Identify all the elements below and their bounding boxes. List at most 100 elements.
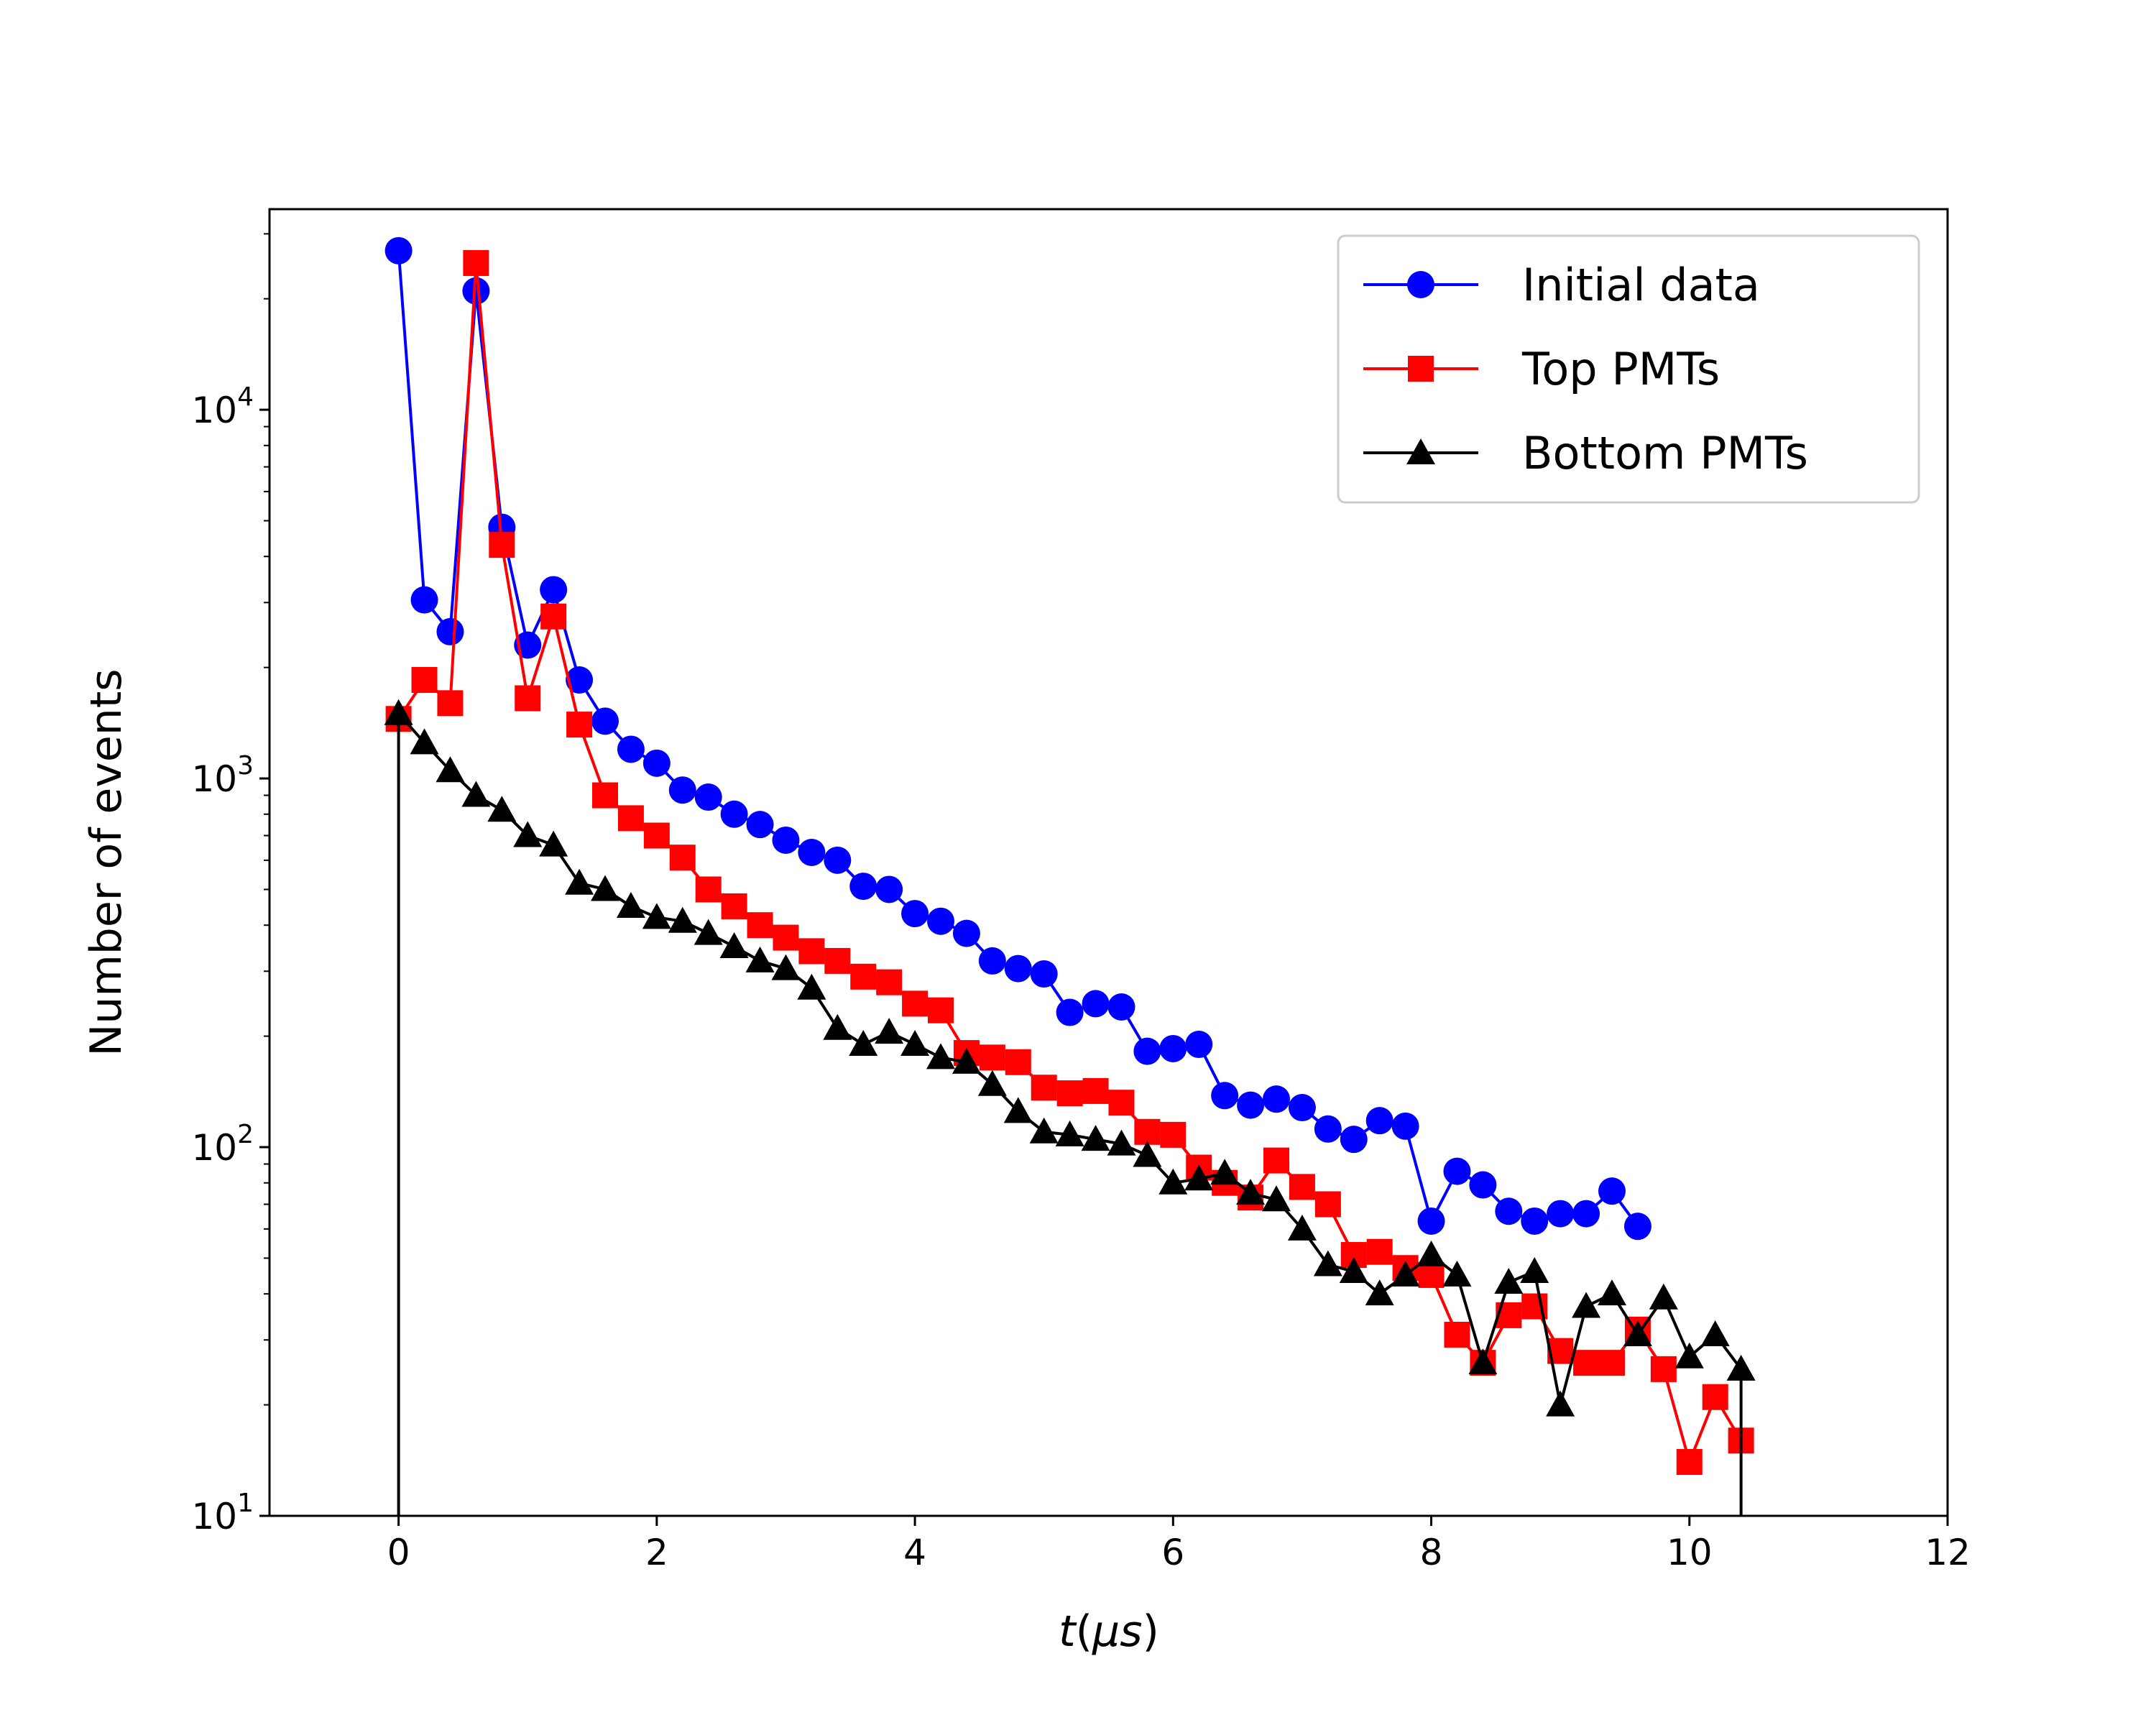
data-point [1417,1207,1445,1235]
data-point [720,800,748,828]
data-point [566,712,593,738]
data-point [771,954,801,980]
legend-label: Initial data [1522,259,1760,311]
y-tick-label: 102 [191,1120,254,1169]
data-point [773,924,799,951]
data-point [1211,1082,1239,1110]
series-1 [384,236,1651,1241]
data-point [489,532,515,558]
data-point [875,875,903,903]
data-point [1082,990,1110,1018]
data-point [746,811,774,839]
data-point [1674,1342,1704,1368]
data-point [1546,1390,1575,1417]
data-point [978,947,1006,975]
data-point [823,1013,852,1040]
data-point [616,891,645,918]
data-point [900,1030,930,1057]
data-point [1314,1115,1342,1143]
data-point [798,838,826,866]
data-point [927,907,954,935]
data-point [1160,1121,1187,1148]
series-layer [384,236,1756,1516]
data-point [1700,1320,1730,1346]
x-axis: 0 2 4 6 8 10 12 [387,1516,1971,1573]
data-point [1263,1147,1289,1174]
data-point [1443,1157,1471,1185]
legend: Initial data Top PMTs Bottom PMTs [1337,234,1920,504]
data-point [1029,1117,1059,1144]
data-point [1340,1126,1368,1154]
data-point [513,821,543,847]
data-point [1003,1097,1033,1123]
data-point [1365,1279,1394,1306]
data-point [979,1044,1005,1071]
y-tick-label: 104 [191,382,254,431]
series-3 [384,699,1756,1516]
data-point [1444,1321,1470,1348]
data-point [849,1030,878,1057]
data-point [1702,1384,1728,1410]
x-tick-label: 10 [1667,1532,1713,1573]
data-point [1081,1125,1110,1151]
data-point [437,690,464,717]
data-point [902,990,929,1017]
y-axis-label: Number of events [81,668,132,1056]
data-point [798,938,825,965]
data-point [1599,1350,1625,1376]
data-point [1442,1260,1472,1287]
data-point [824,947,851,974]
data-point [1287,1214,1317,1241]
data-point [850,963,877,990]
data-point [797,973,826,1000]
data-point [463,249,489,276]
x-axis-label-unit: μs [1092,1606,1142,1657]
data-point [747,912,773,939]
data-point [462,277,490,305]
data-point [487,796,517,822]
data-point [1004,954,1032,983]
data-point [1650,1356,1677,1382]
data-point [1391,1112,1419,1140]
data-point [384,699,413,725]
data-point [719,932,749,958]
data-point [1416,1241,1446,1267]
data-point [592,782,618,809]
data-point [643,822,670,849]
data-point [617,805,644,832]
data-point [384,236,413,264]
data-point [539,830,568,857]
data-point [1158,1168,1188,1195]
data-point [436,617,464,645]
data-point [1391,1260,1420,1287]
data-point [1082,1077,1109,1104]
data-point [695,876,722,903]
series-2 [385,249,1754,1476]
data-point [411,667,438,694]
data-point [849,873,877,901]
data-point [1133,1141,1162,1167]
data-point [1134,1118,1161,1145]
legend-item: Bottom PMTs [1363,427,1808,479]
legend-item: Initial data [1363,259,1760,311]
data-point [1236,1179,1266,1205]
data-point [515,685,541,712]
data-point [1056,1080,1083,1107]
data-point [1572,1200,1600,1228]
x-axis-label-open-paren: ( [1076,1606,1092,1657]
data-point [1107,993,1135,1021]
plot-frame [268,208,1949,1517]
data-point [926,1043,955,1070]
data-point [642,749,671,777]
x-tick-label: 4 [903,1532,926,1573]
data-point [824,846,852,874]
data-point [1314,1191,1341,1218]
data-point [1598,1177,1626,1205]
data-point [642,903,671,929]
data-point [1055,1120,1084,1146]
x-tick-label: 12 [1925,1532,1971,1573]
data-point [1649,1283,1678,1310]
data-point [1263,1085,1290,1113]
data-point [745,946,775,972]
data-point [1210,1159,1240,1185]
